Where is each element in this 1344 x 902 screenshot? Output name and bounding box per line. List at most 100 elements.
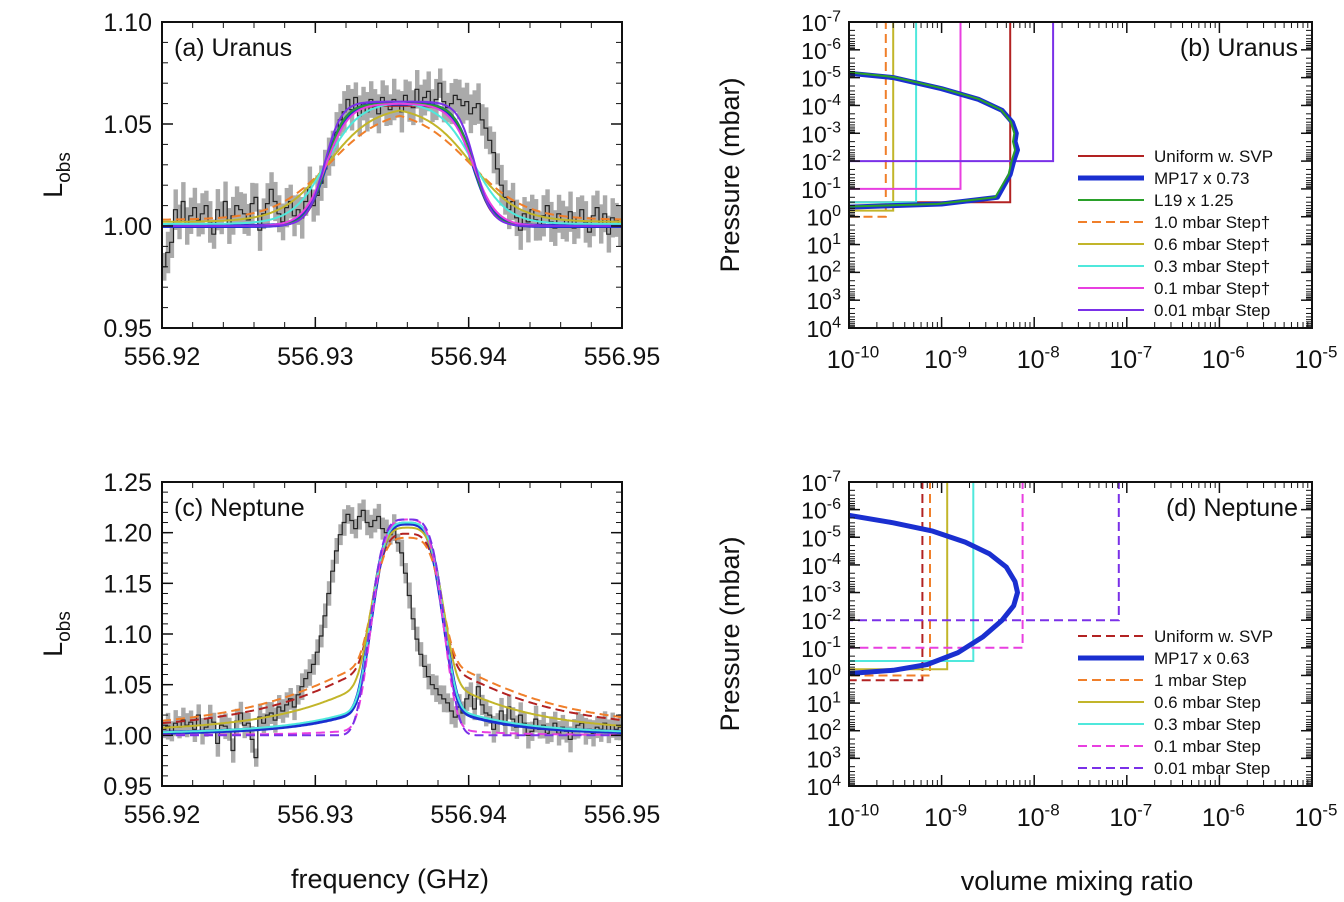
x-tick-label: 556.95 (584, 801, 660, 829)
legend: Uniform w. SVP MP17 x 0.73 L19 x 1.25 1.0 m… (1078, 147, 1273, 320)
y-tick-label: 1.00 (103, 722, 152, 750)
model-line-step03 (162, 521, 622, 734)
y-tick-label: 10-1 (801, 175, 841, 203)
x-tick-label: 10-5 (1295, 343, 1338, 375)
plot-area (849, 22, 1055, 218)
y-axis-label: Pressure (mbar) (715, 536, 745, 731)
step-profile-step06 (849, 482, 949, 671)
x-tick-label: 556.93 (277, 343, 353, 371)
legend-label-mp17: MP17 x 0.73 (1154, 169, 1249, 188)
x-tick-label: 10-6 (1202, 343, 1245, 375)
x-tick-label: 10-10 (827, 801, 879, 833)
y-tick-label: 10-2 (801, 607, 841, 635)
x-tick-label: 556.94 (430, 343, 507, 371)
y-tick-label: 104 (807, 314, 842, 342)
plot-frame (848, 21, 1313, 329)
plot-area (162, 499, 622, 767)
legend-label-step01: 0.1 mbar Step† (1154, 279, 1270, 298)
model-line-step001 (162, 100, 622, 227)
x-tick-label: 556.92 (124, 343, 200, 371)
plot-frame (161, 21, 623, 329)
step-profile-step001 (849, 22, 1055, 163)
panel-a-uranus-spectrum: 556.92 556.93 556.94 556.95 0.95 1.00 1.05 1.10… (38, 9, 660, 371)
x-tick-label: 10-7 (1109, 801, 1152, 833)
y-tick-label: 100 (807, 203, 842, 231)
ticks (848, 481, 1313, 787)
y-tick-label: 100 (807, 662, 842, 690)
y-tick-label: 1.05 (103, 111, 152, 139)
legend-label-step03: 0.3 mbar Step (1154, 715, 1261, 734)
x-tick-label: 556.95 (584, 343, 660, 371)
model-line-mp17 (162, 521, 622, 735)
model-line-step01 (162, 518, 622, 736)
y-tick-label: 10-4 (801, 92, 841, 120)
y-tick-label: 102 (807, 259, 842, 287)
legend-label-step1: 1 mbar Step (1154, 671, 1247, 690)
legend: Uniform w. SVP MP17 x 0.63 1 mbar Step 0.6 … (1078, 627, 1273, 778)
legend-label-step06: 0.6 mbar Step (1154, 693, 1261, 712)
error-bars (162, 68, 622, 281)
x-tick-label: 10-7 (1109, 343, 1152, 375)
legend-label-step03: 0.3 mbar Step† (1154, 257, 1270, 276)
y-tick-label: 10-7 (801, 8, 841, 36)
y-tick-label: 101 (807, 689, 842, 717)
profile-mp17 (849, 70, 1020, 210)
model-line-step06 (162, 526, 622, 729)
model-line-step06 (162, 109, 622, 223)
panel-label: (d) Neptune (1166, 494, 1298, 522)
legend-label-step01: 0.1 mbar Step (1154, 737, 1261, 756)
plot-area (849, 482, 1120, 682)
y-tick-label: 1.10 (103, 9, 152, 37)
y-tick-label: 10-7 (801, 468, 841, 496)
step-profile-uniform (849, 22, 1012, 204)
panel-label: (c) Neptune (174, 494, 305, 522)
step-profile-uniform (849, 482, 924, 682)
x-tick-label: 10-9 (924, 343, 967, 375)
ticks (848, 21, 1313, 329)
y-tick-label: 102 (807, 717, 842, 745)
y-tick-label: 10-6 (801, 496, 841, 524)
x-axis-label-vmr: volume mixing ratio (961, 866, 1194, 896)
y-tick-label: 1.10 (103, 621, 152, 649)
y-tick-label: 0.95 (103, 315, 152, 343)
legend-label-step001: 0.01 mbar Step (1154, 759, 1270, 778)
y-tick-label: 1.15 (103, 570, 152, 598)
y-axis-label: Lobs (38, 611, 75, 657)
panel-label: (b) Uranus (1180, 34, 1298, 62)
panel-label: (a) Uranus (174, 34, 292, 62)
step-profile-step03 (849, 482, 975, 662)
model-line-step1 (162, 114, 622, 221)
y-tick-label: 10-1 (801, 634, 841, 662)
x-axis-label-frequency: frequency (GHz) (291, 864, 489, 894)
ticks (161, 21, 623, 329)
legend-label-step06: 0.6 mbar Step† (1154, 235, 1270, 254)
x-tick-label: 10-8 (1017, 343, 1060, 375)
model-line-step1 (162, 536, 622, 722)
x-tick-label: 10-8 (1017, 801, 1060, 833)
legend-label-step001: 0.01 mbar Step (1154, 301, 1270, 320)
y-tick-label: 10-4 (801, 551, 841, 579)
model-line-step001 (162, 518, 622, 737)
x-tick-label: 556.94 (430, 801, 507, 829)
x-tick-label: 556.93 (277, 801, 353, 829)
step-profile-step03 (849, 22, 918, 204)
legend-label-uniform: Uniform w. SVP (1154, 147, 1273, 166)
y-tick-label: 1.20 (103, 520, 152, 548)
x-tick-label: 10-5 (1295, 801, 1338, 833)
y-tick-label: 1.05 (103, 672, 152, 700)
panel-b-uranus-profile: 10-10 10-9 10-8 10-7 10-6 10-510-710-610-510-… (715, 8, 1337, 374)
y-tick-label: 104 (807, 772, 842, 800)
y-tick-label: 10-5 (801, 64, 841, 92)
y-tick-label: 101 (807, 231, 842, 259)
legend-label-uniform: Uniform w. SVP (1154, 627, 1273, 646)
x-tick-label: 10-10 (827, 343, 879, 375)
legend-label-mp17: MP17 x 0.63 (1154, 649, 1249, 668)
ticks (161, 481, 623, 787)
y-tick-label: 1.00 (103, 213, 152, 241)
legend-label-l19: L19 x 1.25 (1154, 191, 1233, 210)
panel-c-neptune-spectrum: 556.92 556.93 556.94 556.95 0.95 1.00 1.05 1.10… (38, 469, 660, 829)
y-tick-label: 10-5 (801, 524, 841, 552)
plot-area (162, 68, 622, 281)
y-tick-label: 0.95 (103, 773, 152, 801)
